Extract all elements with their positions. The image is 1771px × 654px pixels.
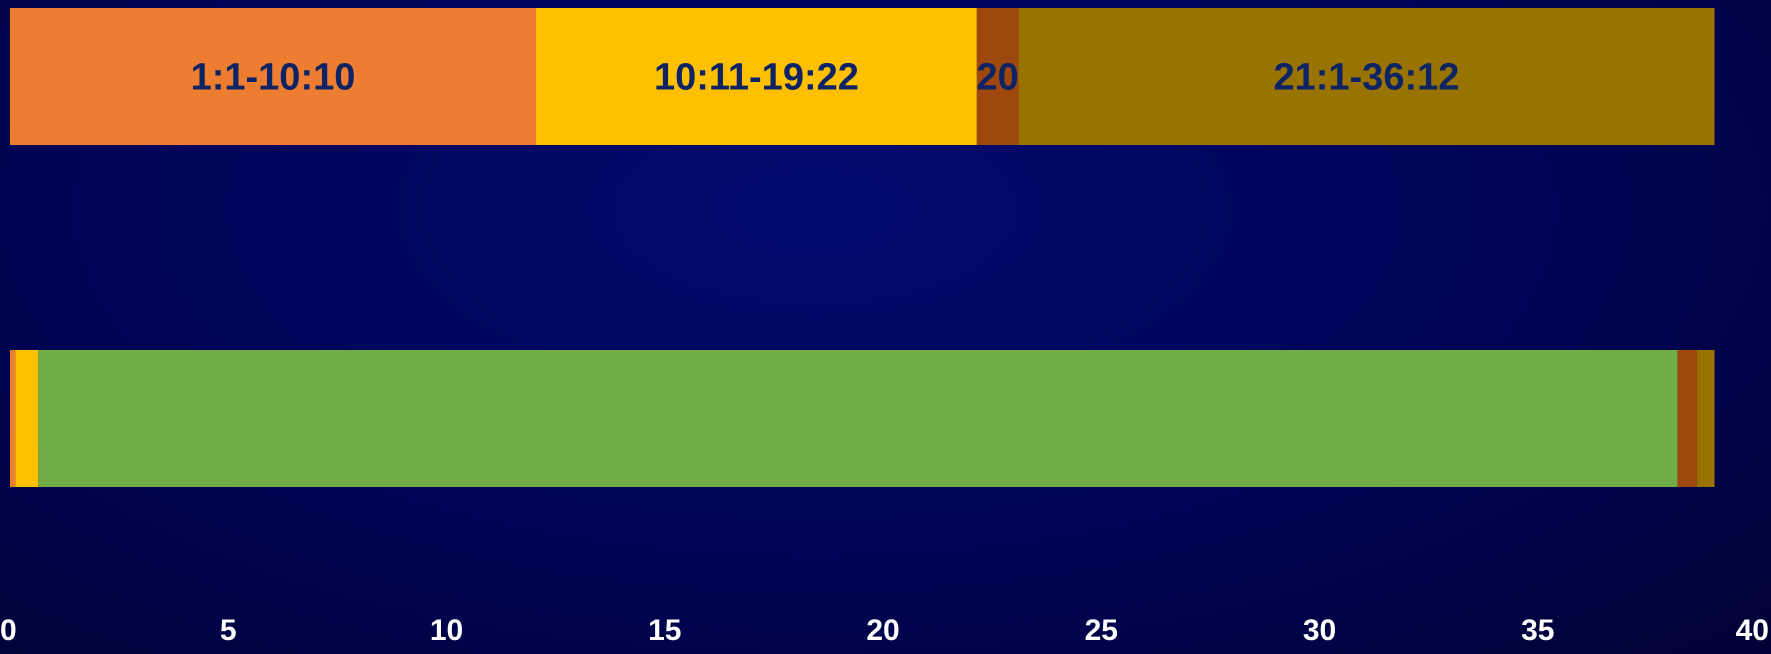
bar-1-segment-3 (976, 8, 1019, 145)
bar-1-segment-1 (10, 8, 536, 145)
x-tick-label: 5 (220, 614, 237, 647)
bar-2-segment-2 (15, 350, 39, 487)
x-tick-label: 0 (0, 614, 17, 647)
bar-2-segment-5 (1697, 350, 1715, 487)
x-tick-label: 15 (648, 614, 681, 647)
x-tick-label: 35 (1521, 614, 1554, 647)
bar-1-segment-2 (535, 8, 977, 145)
x-tick-label: 40 (1736, 614, 1769, 647)
segment-label-2: 10:11-19:22 (654, 57, 859, 99)
segment-label-1: 1:1-10:10 (191, 57, 356, 99)
x-tick-label: 20 (866, 614, 899, 647)
x-tick-label: 10 (430, 614, 463, 647)
bar-2-segment-1 (10, 350, 16, 487)
bar-1-segment-4 (1018, 8, 1715, 145)
x-tick-label: 25 (1085, 614, 1118, 647)
segment-label-3: 20 (976, 57, 1018, 99)
bar-2-segment-3 (38, 350, 1678, 487)
segment-labels-group: 1:1-10:10 10:11-19:22 20 21:1-36:12 (191, 57, 1460, 99)
bar-2-segment-4 (1677, 350, 1698, 487)
segment-label-4: 21:1-36:12 (1273, 57, 1459, 99)
x-axis: 0 5 10 15 20 25 30 35 40 (0, 614, 1769, 647)
x-tick-label: 30 (1303, 614, 1336, 647)
bars-group (10, 8, 1715, 487)
